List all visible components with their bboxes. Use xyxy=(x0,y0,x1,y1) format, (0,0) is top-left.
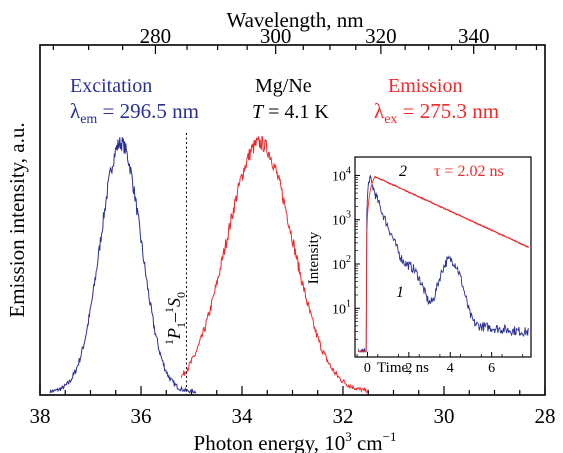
inset-y-tick-label: 102 xyxy=(332,254,351,273)
inset-ticks: 0 2 4 6 101 102 103 104 xyxy=(332,165,524,376)
inset-y-title: Intensity xyxy=(306,231,322,284)
sample-temperature: T = 4.1 K xyxy=(252,101,329,123)
inset-y-tick-label: 104 xyxy=(332,165,351,184)
inset-x-tick-label: 4 xyxy=(447,361,454,376)
bottom-axis-title: Photon energy, 103 cm−1 xyxy=(194,429,397,453)
excitation-lambda: λem = 296.5 nm xyxy=(70,99,199,127)
inset-x-tick-label: 6 xyxy=(488,361,495,376)
bottom-tick-label: 34 xyxy=(232,404,254,428)
top-tick-label: 340 xyxy=(458,24,490,48)
inset-y-tick-label: 101 xyxy=(332,298,351,317)
emission-lambda: λex = 275.3 nm xyxy=(374,99,499,127)
decay-curve-1 xyxy=(357,174,529,354)
bottom-axis-ticks: 38 36 34 32 30 28 xyxy=(30,386,556,428)
inset-frame xyxy=(354,156,532,358)
bottom-tick-label: 30 xyxy=(434,404,455,428)
tau-label: τ = 2.02 ns xyxy=(434,163,504,180)
inset-x-tick-label: 2 xyxy=(405,361,412,376)
top-tick-label: 320 xyxy=(365,24,397,48)
top-axis-title: Wavelength, nm xyxy=(226,8,363,32)
inset-x-tick-label: 0 xyxy=(364,361,371,376)
series-label-1: 1 xyxy=(396,284,404,301)
emission-spectrum-line xyxy=(180,135,369,394)
top-axis-ticks: 280 300 320 340 xyxy=(52,24,538,54)
y-axis-title: Emission intensity, a.u. xyxy=(5,122,29,317)
excitation-title: Excitation xyxy=(70,75,152,97)
decay-fit-line xyxy=(374,175,530,248)
inset-x-title: Time, ns xyxy=(377,360,429,376)
excitation-spectrum-line xyxy=(49,137,197,394)
top-tick-label: 300 xyxy=(260,24,292,48)
bottom-tick-label: 36 xyxy=(131,404,152,428)
transition-label: 1P1–1S0 xyxy=(162,292,188,345)
series-label-2: 2 xyxy=(399,163,407,180)
emission-title: Emission xyxy=(388,75,462,97)
bottom-tick-label: 28 xyxy=(535,404,556,428)
bottom-tick-label: 32 xyxy=(333,404,354,428)
top-tick-label: 280 xyxy=(140,24,172,48)
bottom-tick-label: 38 xyxy=(30,404,51,428)
sample-name: Mg/Ne xyxy=(255,75,312,97)
inset-y-tick-label: 103 xyxy=(332,210,351,229)
